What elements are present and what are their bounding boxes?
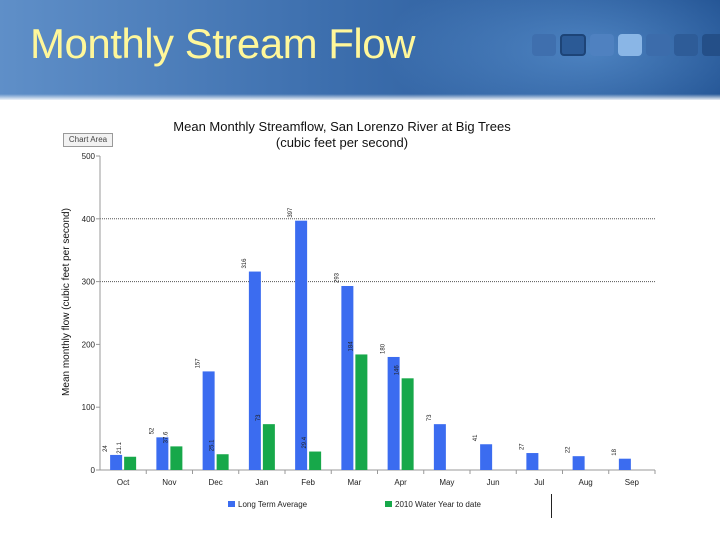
bar [618,458,631,470]
bar [170,446,183,470]
bar [309,451,322,470]
bar [156,437,169,470]
data-label: 146 [395,365,401,376]
data-label: 157 [196,358,202,369]
x-tick-label: Aug [579,478,593,487]
bar [202,371,215,470]
data-label: 293 [334,272,340,283]
y-tick-label: 200 [82,340,96,349]
y-tick-label: 300 [82,278,96,287]
data-label: 21.1 [117,441,123,453]
chart-area-tag: Chart Area [63,133,113,147]
legend-label: 2010 Water Year to date [395,500,482,509]
x-tick-label: Apr [394,478,407,487]
bar [355,354,368,470]
bar [110,454,123,470]
separator-line [551,494,552,518]
y-axis-label: Mean monthly flow (cubic feet per second… [61,208,72,396]
data-label: 24 [103,445,109,452]
bar [216,454,229,470]
bar [526,453,539,470]
deco-block [590,34,614,56]
deco-block [618,34,642,56]
data-label: 184 [348,341,354,352]
data-label: 73 [427,414,433,421]
data-label: 397 [288,207,294,218]
bar [401,378,414,470]
bar [387,356,400,470]
legend-swatch [228,501,235,507]
y-tick-label: 0 [91,466,96,475]
chart-title: Mean Monthly Streamflow, San Lorenzo Riv… [173,119,511,134]
data-label: 18 [612,448,618,455]
x-tick-label: Sep [625,478,640,487]
deco-block [532,34,556,56]
deco-block [646,34,670,56]
x-tick-label: Jan [255,478,268,487]
bar [480,444,493,470]
x-tick-label: Feb [301,478,315,487]
legend-swatch [385,501,392,507]
x-tick-label: Jun [487,478,500,487]
slide-title: Monthly Stream Flow [30,20,415,67]
bar [433,424,446,470]
x-tick-label: Dec [209,478,223,487]
x-tick-label: Oct [117,478,130,487]
data-label: 73 [256,414,262,421]
bar [295,220,308,470]
x-tick-label: Nov [162,478,176,487]
x-tick-label: Jul [534,478,544,487]
data-label: 316 [242,258,248,269]
deco-block [702,34,720,56]
data-label: 41 [473,434,479,441]
data-label: 25.1 [210,439,216,451]
bar [341,285,354,470]
title-banner: Monthly Stream Flow [0,0,720,100]
bar [124,456,137,470]
bar [262,424,275,470]
y-tick-label: 400 [82,215,96,224]
data-label: 29.4 [302,436,308,448]
data-label: 52 [149,427,155,434]
x-tick-label: Mar [347,478,361,487]
deco-block [560,34,586,56]
data-label: 37.6 [163,431,169,443]
chart-subtitle: (cubic feet per second) [276,135,408,150]
deco-block [674,34,698,56]
legend-label: Long Term Average [238,500,308,509]
x-tick-label: May [439,478,454,487]
data-label: 27 [519,443,525,450]
data-label: 180 [381,343,387,354]
decorative-blocks [532,34,720,56]
y-tick-label: 100 [82,403,96,412]
y-tick-label: 500 [82,152,96,161]
data-label: 22 [566,446,572,453]
bar [248,271,261,470]
bar [572,456,585,470]
